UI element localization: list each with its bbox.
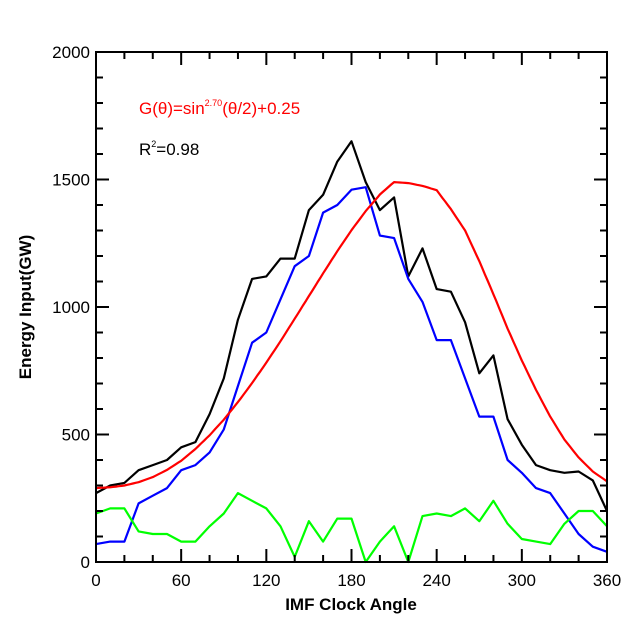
plot-lines xyxy=(95,140,608,564)
x-tick-label-120: 120 xyxy=(252,571,280,590)
fit-formula: G(θ)=sin2.70(θ/2)+0.25 xyxy=(139,98,300,118)
series-line-2 xyxy=(95,492,608,564)
fit-formula-suffix: (θ/2)+0.25 xyxy=(222,99,300,118)
x-tick-label-360: 360 xyxy=(593,571,621,590)
r-squared-exponent: 2 xyxy=(151,139,156,149)
axis-ticks xyxy=(95,51,608,563)
series-line-0 xyxy=(95,140,608,512)
r-squared-prefix: R xyxy=(139,140,151,159)
y-tick-label-1000: 1000 xyxy=(52,298,90,317)
x-tick-label-300: 300 xyxy=(508,571,536,590)
x-tick-label-240: 240 xyxy=(422,571,450,590)
plot-frame xyxy=(95,51,608,563)
x-tick-label-60: 60 xyxy=(172,571,191,590)
x-axis-label: IMF Clock Angle xyxy=(285,595,417,614)
series-line-3 xyxy=(95,181,608,490)
y-tick-label-500: 500 xyxy=(62,426,90,445)
series-line-1 xyxy=(95,186,608,553)
fit-formula-exponent: 2.70 xyxy=(205,98,223,108)
axis-tick-labels: 0 60 120 180 240 300 360 0 500 1000 1500 2000 xyxy=(52,43,621,590)
y-axis-label: Energy Input(GW) xyxy=(16,235,35,379)
y-tick-label-2000: 2000 xyxy=(52,43,90,62)
r-squared-suffix: =0.98 xyxy=(156,140,199,159)
r-squared: R2=0.98 xyxy=(139,139,199,159)
x-tick-label-180: 180 xyxy=(337,571,365,590)
y-tick-label-0: 0 xyxy=(81,553,90,572)
y-tick-label-1500: 1500 xyxy=(52,171,90,190)
x-tick-label-0: 0 xyxy=(91,571,100,590)
fit-formula-prefix: G(θ)=sin xyxy=(139,99,205,118)
